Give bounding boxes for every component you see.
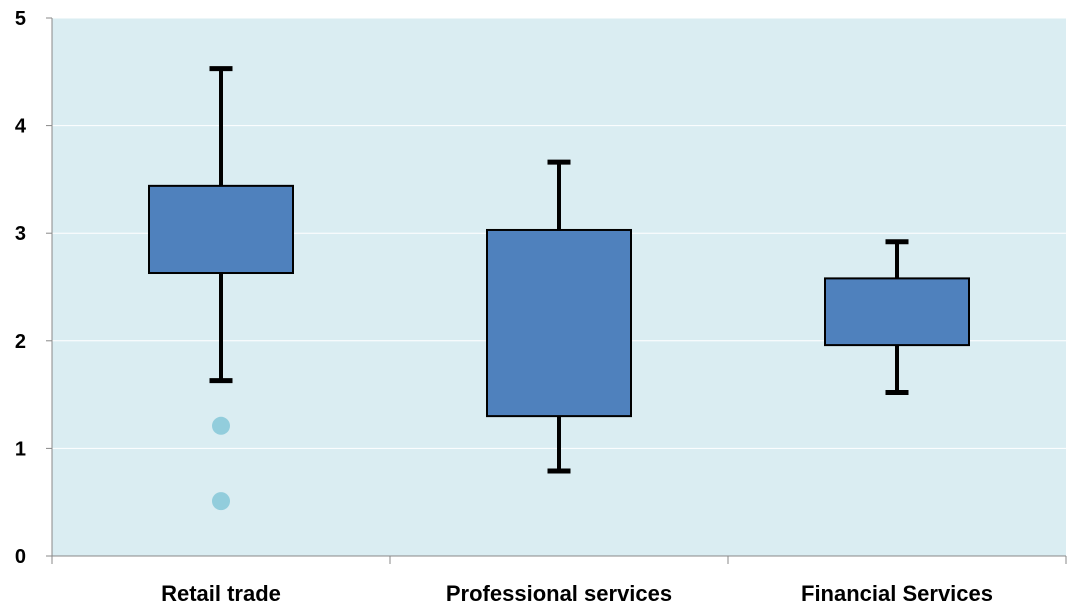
y-tick-label: 3 — [15, 223, 26, 245]
x-axis-category-labels: Retail trade Professional services Financi… — [161, 581, 993, 606]
box-iqr — [486, 228, 632, 418]
y-tick-label: 4 — [15, 116, 27, 138]
axes — [51, 18, 1067, 564]
x-category-label: Retail trade — [161, 581, 281, 606]
y-tick-label: 1 — [15, 438, 26, 460]
x-category-label: Professional services — [446, 581, 672, 606]
box-financial-services — [824, 239, 970, 395]
box-iqr — [824, 277, 970, 347]
box-professional-services — [486, 159, 632, 474]
outlier-point — [212, 492, 230, 511]
y-axis-tick-labels: 0 1 2 3 4 5 — [15, 8, 27, 568]
box-retail-trade — [148, 66, 294, 511]
y-tick-label: 2 — [15, 331, 26, 353]
box-iqr — [148, 184, 294, 275]
y-tick-label: 5 — [15, 8, 26, 30]
y-tick-label: 0 — [15, 546, 26, 568]
outlier-point — [212, 416, 230, 435]
boxes — [148, 66, 970, 511]
x-category-label: Financial Services — [801, 581, 993, 606]
